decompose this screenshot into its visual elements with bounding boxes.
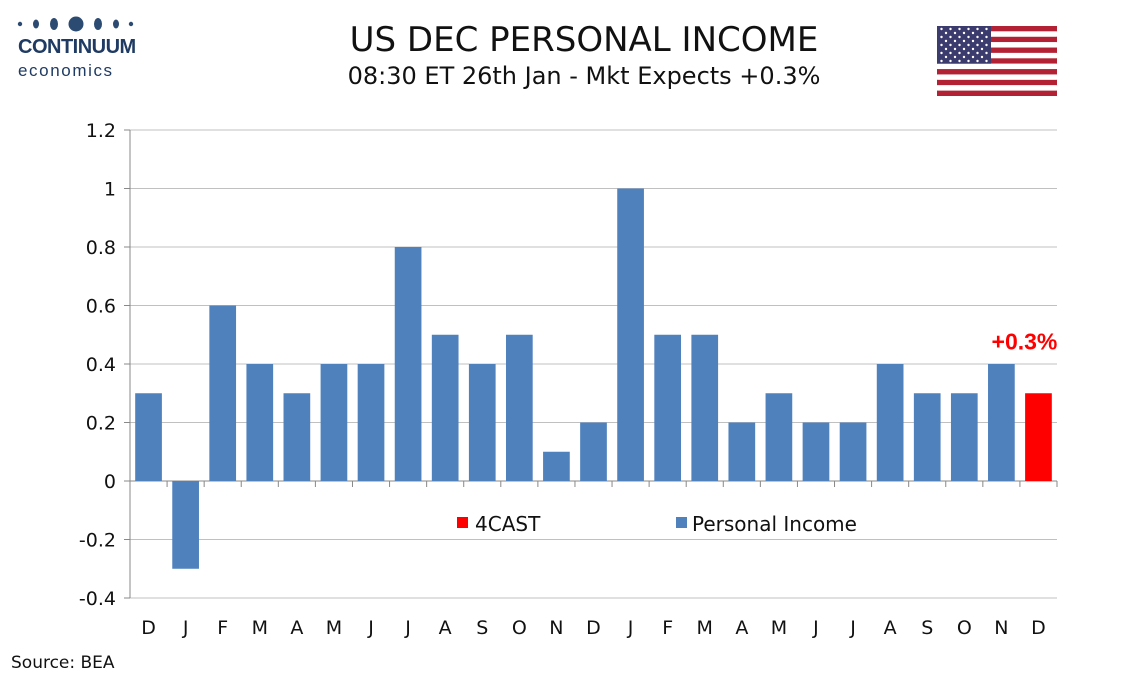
x-tick-label: J: [812, 617, 819, 639]
y-tick-label: 0.8: [86, 237, 116, 259]
x-tick-label: N: [549, 617, 563, 639]
x-tick-label: A: [439, 617, 452, 639]
y-tick-label: -0.2: [79, 530, 116, 552]
logo-brand-sub: economics: [18, 61, 114, 80]
chart-title: US DEC PERSONAL INCOME: [349, 20, 819, 60]
bar-personal-income: [431, 334, 459, 481]
x-tick-label: F: [217, 617, 228, 639]
us-flag-icon: [937, 26, 1057, 96]
legend-label-personal-income: Personal Income: [692, 512, 857, 536]
forecast-annotation: +0.3%: [992, 328, 1058, 354]
legend: 4CAST Personal Income: [457, 512, 857, 536]
chart-subtitle: 08:30 ET 26th Jan - Mkt Expects +0.3%: [347, 62, 821, 90]
x-tick-label: D: [1031, 617, 1046, 639]
bar-personal-income: [505, 334, 533, 481]
x-tick-label: S: [921, 617, 933, 639]
x-tick-label: O: [512, 617, 527, 639]
x-tick-label: M: [326, 617, 342, 639]
bars: [135, 188, 1052, 569]
bar-personal-income: [691, 334, 719, 481]
bar-personal-income: [172, 481, 199, 569]
logo-brand: CONTINUUM: [18, 36, 136, 58]
x-tick-label: M: [252, 617, 268, 639]
x-tick-label: J: [404, 617, 411, 639]
x-tick-label: J: [849, 617, 856, 639]
y-tick-labels: -0.4 -0.2 0 0.2 0.4 0.6 0.8 1 1.2: [79, 120, 116, 610]
bar-personal-income: [728, 422, 756, 481]
bar-personal-income: [246, 364, 274, 481]
x-tick-label: A: [735, 617, 748, 639]
y-tick-label: 0.6: [86, 296, 116, 318]
x-tick-label: A: [884, 617, 897, 639]
legend-swatch-4cast: [457, 517, 468, 528]
bar-personal-income: [543, 451, 570, 481]
bar-personal-income: [765, 393, 793, 481]
bar-personal-income: [320, 364, 348, 481]
logo-dots-icon: [17, 16, 134, 32]
bar-personal-income: [394, 247, 422, 481]
bar-personal-income: [654, 334, 682, 481]
bar-personal-income: [357, 364, 385, 481]
continuum-logo: CONTINUUM economics: [12, 12, 142, 82]
x-tick-label: F: [662, 617, 673, 639]
y-tick-label: -0.4: [79, 588, 116, 610]
bar-personal-income: [950, 393, 978, 481]
bar-personal-income: [135, 393, 162, 481]
x-tick-label: S: [476, 617, 488, 639]
source-note: Source: BEA: [11, 653, 115, 673]
bar-personal-income: [913, 393, 941, 481]
x-tick-label: M: [697, 617, 713, 639]
x-tick-label: D: [586, 617, 601, 639]
y-tick-label: 1: [104, 179, 116, 201]
bar-personal-income: [283, 393, 311, 481]
y-tick-label: 0: [104, 471, 116, 493]
bar-personal-income: [617, 188, 644, 481]
y-tick-label: 0.2: [86, 413, 116, 435]
legend-label-4cast: 4CAST: [475, 512, 541, 536]
bar-personal-income: [839, 422, 867, 481]
bar-personal-income: [580, 422, 607, 481]
legend-swatch-personal-income: [676, 517, 687, 528]
bar-personal-income: [988, 364, 1015, 481]
x-tick-label: O: [957, 617, 972, 639]
x-tick-label: J: [182, 617, 189, 639]
x-tick-label: J: [627, 617, 634, 639]
y-tick-label: 1.2: [86, 120, 116, 142]
bar-personal-income: [468, 364, 496, 481]
x-tick-label: D: [141, 617, 156, 639]
x-tick-label: M: [771, 617, 787, 639]
x-tick-label: A: [290, 617, 303, 639]
bar-4cast: [1025, 393, 1052, 481]
bar-personal-income: [876, 364, 904, 481]
x-tick-label: N: [994, 617, 1008, 639]
y-tick-label: 0.4: [86, 354, 116, 376]
bar-personal-income: [802, 422, 830, 481]
bar-personal-income: [209, 305, 237, 481]
x-tick-label: J: [367, 617, 374, 639]
